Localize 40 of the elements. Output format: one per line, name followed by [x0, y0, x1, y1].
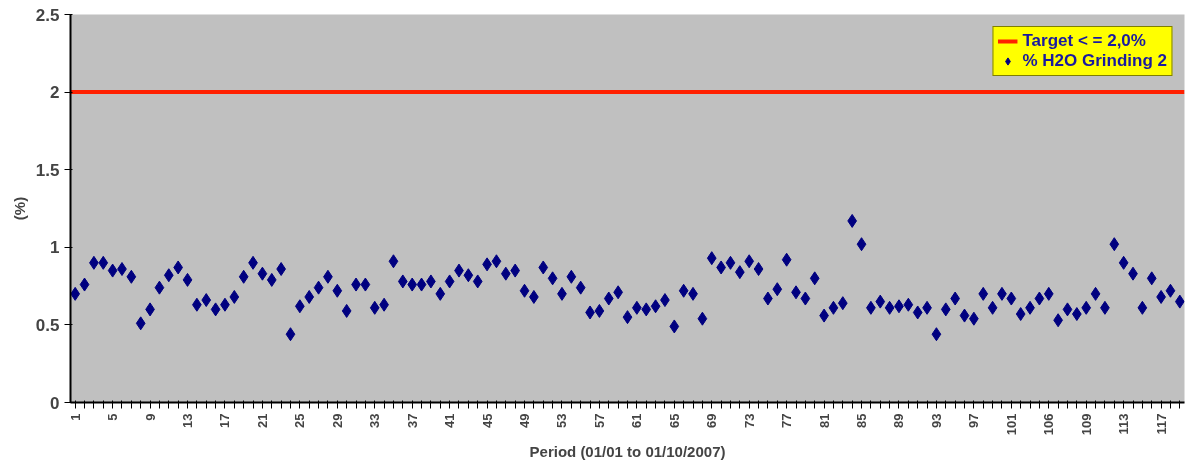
x-tick-label: 37: [404, 413, 420, 428]
x-tick-label: 109: [1078, 413, 1094, 436]
x-tick-label: 93: [928, 413, 944, 428]
x-tick-label: 1: [67, 413, 83, 421]
y-tick-label: 1.5: [35, 160, 60, 180]
x-tick-label: 81: [816, 413, 832, 428]
x-tick-label: 73: [741, 413, 757, 428]
y-tick-label: 2.5: [35, 5, 60, 25]
legend-label: % H2O Grinding 2: [1022, 51, 1167, 71]
y-tick-label: 2: [50, 83, 60, 103]
x-axis-title: Period (01/01 to 01/10/2007): [529, 443, 726, 461]
x-tick-label: 113: [1116, 413, 1132, 435]
x-tick-label: 85: [854, 413, 870, 428]
x-tick-label: 61: [629, 413, 645, 428]
x-tick-label: 45: [479, 413, 495, 428]
legend-label: Target < = 2,0%: [1022, 31, 1146, 51]
x-tick-label: 25: [292, 413, 308, 428]
x-tick-label: 5: [105, 413, 121, 421]
x-tick-label: 49: [517, 413, 533, 428]
x-tick-label: 97: [966, 413, 982, 428]
x-tick-label: 29: [329, 413, 345, 428]
x-tick-label: 65: [666, 413, 682, 428]
x-tick-label: 21: [254, 413, 270, 428]
x-tick-label: 13: [180, 413, 196, 428]
x-tick-label: 77: [779, 413, 795, 428]
x-tick-label: 69: [704, 413, 720, 428]
y-tick-label: 0: [50, 393, 60, 413]
x-tick-label: 17: [217, 413, 233, 428]
x-tick-label: 41: [442, 413, 458, 428]
x-tick-label: 117: [1153, 413, 1169, 435]
y-tick-label: 0.5: [35, 315, 60, 335]
x-tick-label: 9: [142, 413, 158, 421]
x-tick-label: 89: [891, 413, 907, 428]
x-tick-label: 33: [367, 413, 383, 428]
x-tick-label: 106: [1041, 413, 1057, 436]
x-tick-label: 57: [591, 413, 607, 428]
x-tick-label: 53: [554, 413, 570, 428]
x-tick-label: 101: [1003, 413, 1019, 436]
y-axis-title: (%): [10, 196, 28, 221]
y-tick-label: 1: [50, 238, 60, 258]
